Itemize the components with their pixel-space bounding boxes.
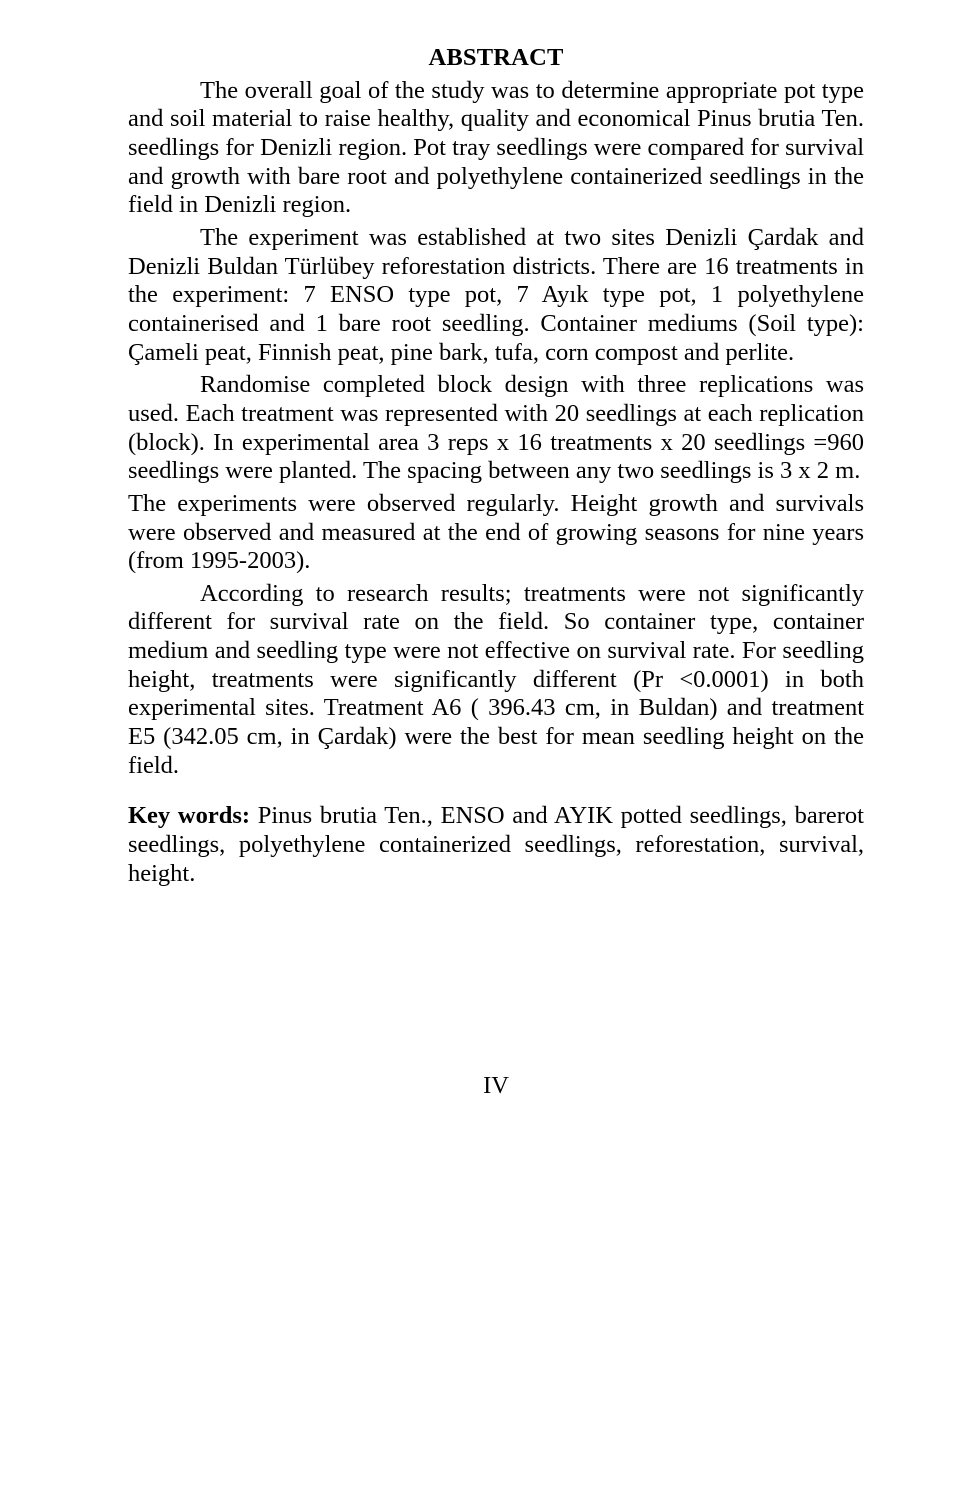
page: ABSTRACT The overall goal of the study w… bbox=[0, 0, 960, 1510]
keywords-label: Key words: bbox=[128, 802, 258, 829]
page-number: IV bbox=[128, 1072, 864, 1101]
paragraph-4: The experiments were observed regularly.… bbox=[128, 490, 864, 576]
abstract-title: ABSTRACT bbox=[128, 44, 864, 73]
keywords-paragraph: Key words: Pinus brutia Ten., ENSO and A… bbox=[128, 802, 864, 888]
paragraph-1: The overall goal of the study was to det… bbox=[128, 77, 864, 220]
paragraph-3: Randomise completed block design with th… bbox=[128, 371, 864, 486]
spacer bbox=[128, 892, 864, 1072]
paragraph-2: The experiment was established at two si… bbox=[128, 224, 864, 367]
paragraph-5: According to research results; treatment… bbox=[128, 580, 864, 781]
